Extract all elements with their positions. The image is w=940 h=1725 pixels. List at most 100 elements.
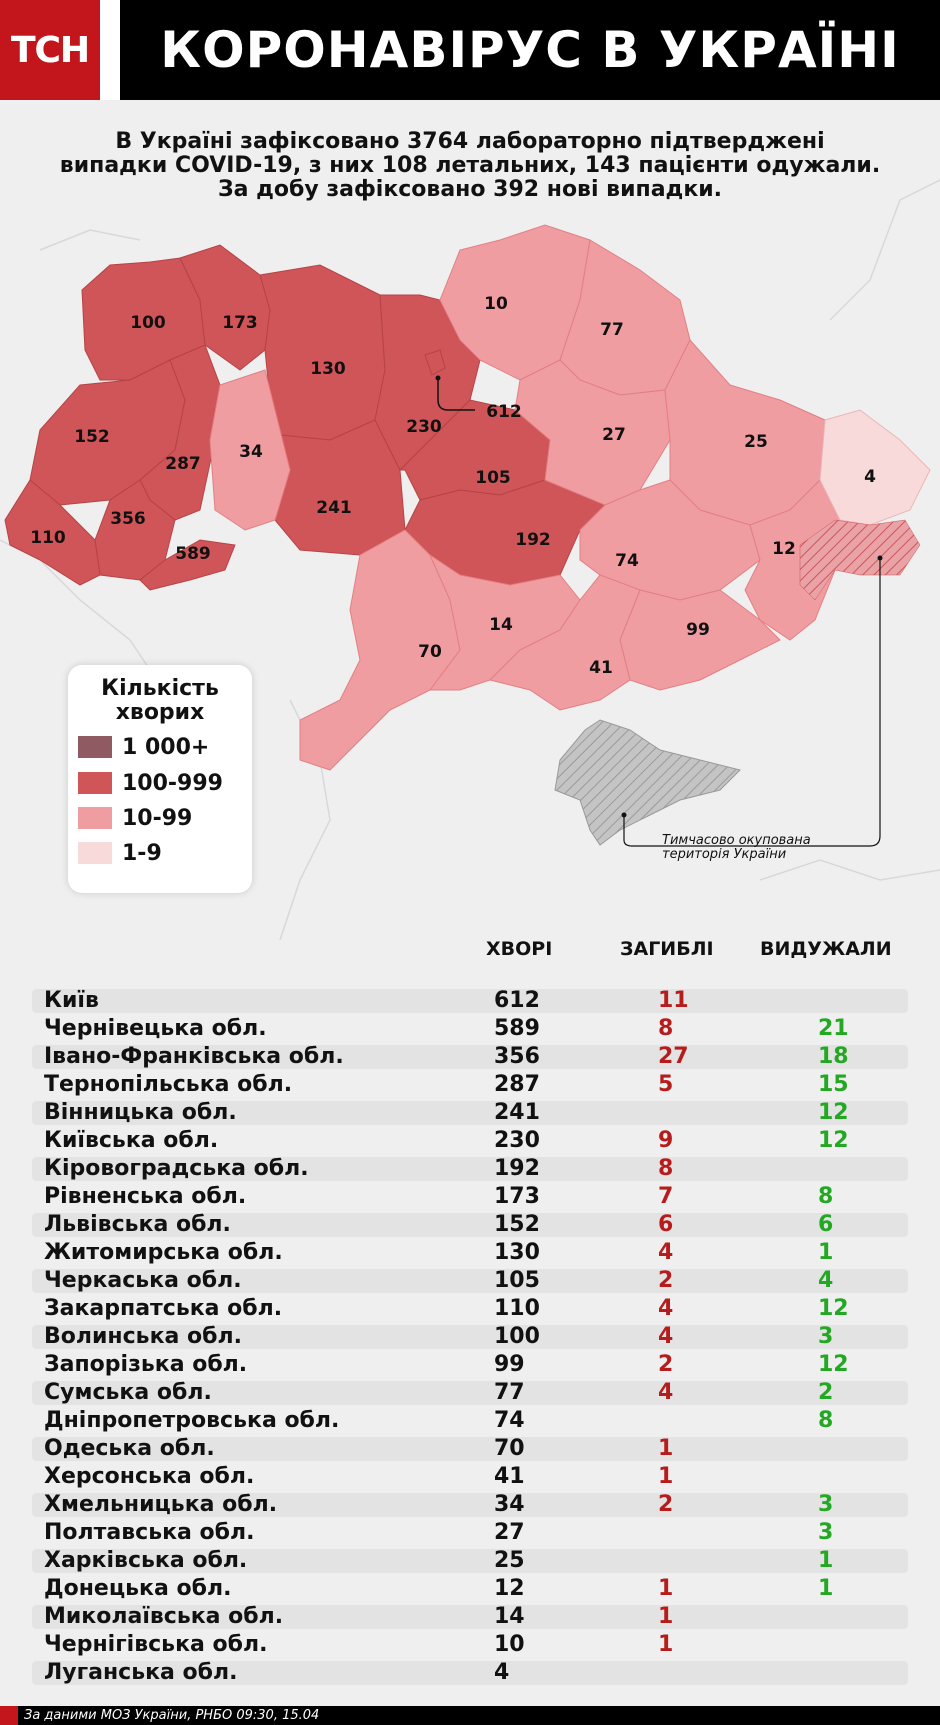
map-label-zhytomyr: 130 <box>310 359 346 379</box>
map-label-kyiv-oblast: 230 <box>406 417 442 437</box>
title-bar: КОРОНАВІРУС В УКРАЇНІ <box>120 0 940 100</box>
table-row: Київ 612 11 <box>32 987 908 1015</box>
dead-cell: 1 <box>658 1576 674 1601</box>
region-cell: Кіровоградська обл. <box>44 1156 309 1181</box>
legend-item-10: 10-99 <box>78 804 192 832</box>
recovered-cell: 18 <box>818 1044 849 1069</box>
region-cell: Луганська обл. <box>44 1660 238 1685</box>
recovered-cell: 3 <box>818 1324 834 1349</box>
table-row: Одеська обл. 70 1 <box>32 1435 908 1463</box>
region-kherson[interactable] <box>489 574 641 711</box>
map-label-kyiv-city: 612 <box>486 402 522 422</box>
region-cell: Житомирська обл. <box>44 1240 283 1265</box>
legend-title: Кількість хворих <box>68 677 252 725</box>
regions-low <box>819 409 931 526</box>
legend-item-1: 1-9 <box>78 839 162 867</box>
region-cell: Черкаська обл. <box>44 1268 242 1293</box>
map-label-kirovohrad: 192 <box>515 530 551 550</box>
region-kyiv-city[interactable] <box>424 349 446 376</box>
table-row: Закарпатська обл. 110 4 12 <box>32 1295 908 1323</box>
row-background <box>32 1661 908 1685</box>
recovered-cell: 3 <box>818 1492 834 1517</box>
dead-cell: 11 <box>658 988 689 1013</box>
kyiv-callout-line <box>437 378 475 411</box>
recovered-cell: 21 <box>818 1016 849 1041</box>
recovered-cell: 12 <box>818 1100 849 1125</box>
legend-swatch-1000 <box>78 736 112 758</box>
map-label-poltava: 27 <box>602 425 626 445</box>
map-label-mykolaiv: 14 <box>489 615 513 635</box>
table-row: Вінницька обл. 241 12 <box>32 1099 908 1127</box>
dead-cell: 2 <box>658 1492 674 1517</box>
table-row: Тернопільська обл. 287 5 15 <box>32 1071 908 1099</box>
region-cell: Рівненська обл. <box>44 1184 247 1209</box>
kyiv-callout-dot <box>435 375 441 381</box>
region-cell: Харківська обл. <box>44 1548 248 1573</box>
header: ТСН КОРОНАВІРУС В УКРАЇНІ <box>0 0 940 100</box>
region-cell: Івано-Франківська обл. <box>44 1044 344 1069</box>
intro-summary: В Україні зафіксовано 3764 лабораторно п… <box>30 130 910 202</box>
footer-accent <box>0 1706 18 1725</box>
dead-cell: 2 <box>658 1268 674 1293</box>
dead-cell: 27 <box>658 1044 689 1069</box>
column-header-sick: ХВОРІ <box>486 938 553 960</box>
sick-cell: 230 <box>494 1128 540 1153</box>
region-cell: Волинська обл. <box>44 1324 242 1349</box>
map-label-khmelnytskyi: 34 <box>239 442 263 462</box>
column-header-dead: ЗАГИБЛІ <box>620 938 714 960</box>
sick-cell: 10 <box>494 1632 525 1657</box>
region-cell: Донецька обл. <box>44 1576 232 1601</box>
legend-swatch-1 <box>78 842 112 864</box>
sick-cell: 41 <box>494 1464 525 1489</box>
sick-cell: 356 <box>494 1044 540 1069</box>
legend-label-1: 1-9 <box>122 840 162 866</box>
legend-swatch-10 <box>78 807 112 829</box>
map-label-cherkasy: 105 <box>475 468 511 488</box>
map-label-zakarpattia: 110 <box>30 528 66 548</box>
region-cell: Дніпропетровська обл. <box>44 1408 340 1433</box>
row-background <box>32 1213 908 1237</box>
region-poltava[interactable] <box>514 359 671 506</box>
occupied-crimea[interactable] <box>554 719 741 846</box>
recovered-cell: 1 <box>818 1548 834 1573</box>
occupied-callout-line <box>623 558 881 847</box>
legend-label-1000: 1 000+ <box>122 734 210 760</box>
legend-item-100: 100-999 <box>78 769 223 797</box>
row-background <box>32 1157 908 1181</box>
occupied-note-line-2: територія України <box>662 847 786 862</box>
dead-cell: 8 <box>658 1016 674 1041</box>
recovered-cell: 12 <box>818 1352 849 1377</box>
map-label-kherson: 41 <box>589 658 613 678</box>
region-cell: Чернівецька обл. <box>44 1016 267 1041</box>
table-row: Донецька обл. 12 1 1 <box>32 1575 908 1603</box>
sick-cell: 4 <box>494 1660 510 1685</box>
region-donetsk[interactable] <box>744 479 841 641</box>
map-label-ternopil: 287 <box>165 454 201 474</box>
sick-cell: 173 <box>494 1184 540 1209</box>
region-zakarpattia[interactable] <box>4 479 101 586</box>
region-chernivtsi[interactable] <box>139 539 236 591</box>
region-cell: Вінницька обл. <box>44 1100 237 1125</box>
sick-cell: 70 <box>494 1436 525 1461</box>
region-zhytomyr[interactable] <box>259 264 386 441</box>
sick-cell: 152 <box>494 1212 540 1237</box>
map-label-lviv: 152 <box>74 427 110 447</box>
table-row: Дніпропетровська обл. 74 8 <box>32 1407 908 1435</box>
sick-cell: 34 <box>494 1492 525 1517</box>
sick-cell: 287 <box>494 1072 540 1097</box>
dead-cell: 4 <box>658 1296 674 1321</box>
table-row: Чернігівська обл. 10 1 <box>32 1631 908 1659</box>
sick-cell: 14 <box>494 1604 525 1629</box>
row-background <box>32 1045 908 1069</box>
region-luhansk[interactable] <box>819 409 931 526</box>
region-khmelnytskyi[interactable] <box>209 369 291 531</box>
recovered-cell: 12 <box>818 1296 849 1321</box>
recovered-cell: 6 <box>818 1212 834 1237</box>
map-legend: Кількість хворих 1 000+ 100-999 10-99 1-… <box>68 665 252 893</box>
map-label-odesa: 70 <box>418 642 442 662</box>
dead-cell: 4 <box>658 1380 674 1405</box>
tsn-logo[interactable]: ТСН <box>0 0 100 100</box>
sick-cell: 99 <box>494 1352 525 1377</box>
region-cell: Херсонська обл. <box>44 1464 255 1489</box>
footer-source: За даними МОЗ України, РНБО 09:30, 15.04 <box>24 1708 320 1723</box>
